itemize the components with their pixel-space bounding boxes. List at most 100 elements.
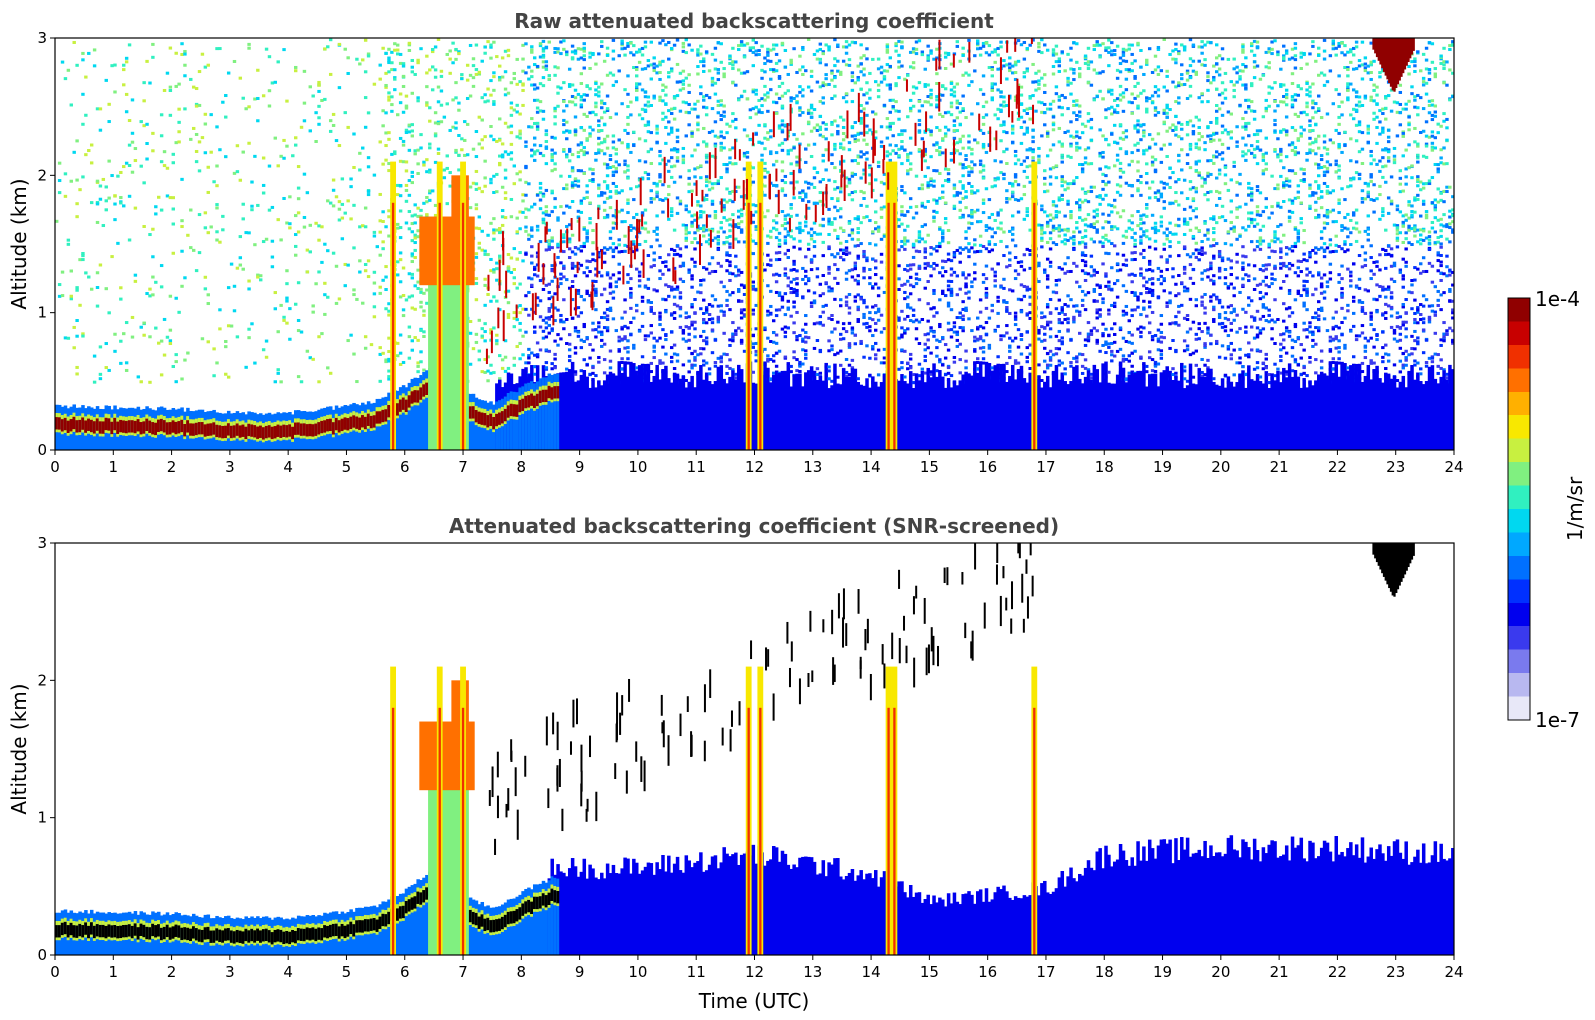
noise-cell [279,154,283,158]
noise-cell [180,53,184,57]
noise-cell [801,296,805,300]
noise-cell [221,214,225,218]
noise-cell [897,133,901,137]
noise-cell [865,57,869,61]
noise-cell [623,128,627,132]
noise-cell [783,292,788,296]
noise-cell [844,240,849,244]
noise-cell [696,51,700,55]
noise-cell [719,148,723,152]
noise-cell [398,184,403,187]
noise-cell [550,305,554,309]
noise-cell [713,142,718,146]
noise-cell [783,48,788,52]
noise-cell [643,123,648,127]
noise-cell [798,195,802,199]
noise-cell [524,225,528,229]
noise-cell [652,263,656,267]
noise-cell [515,286,519,290]
noise-cell [206,63,210,67]
noise-cell [565,155,569,159]
noise-cell [556,104,560,108]
bl-halo-cell [509,391,514,450]
noise-cell [713,236,718,240]
noise-cell [363,125,368,129]
noise-cell [690,277,694,281]
noise-cell [515,110,519,114]
noise-cell [579,311,584,315]
noise-cell [611,226,616,230]
noise-cell [532,273,537,277]
noise-cell [498,254,502,258]
noise-cell [174,296,178,300]
noise-cell [608,236,613,240]
noise-cell [795,288,799,292]
noise-cell [506,152,511,156]
noise-cell [594,88,598,92]
bl-core-cell [101,421,106,434]
noise-cell [786,362,790,366]
noise-cell [500,56,505,60]
bl-core-cell [358,417,362,430]
noise-cell [684,208,688,212]
noise-cell [410,214,414,218]
bl-core-cell [154,422,158,436]
noise-cell [702,64,706,68]
noise-cell [894,82,898,86]
noise-cell [139,120,143,124]
bl-halo-cell [404,387,409,450]
noise-cell [739,228,744,232]
noise-cell [428,170,432,174]
bl-core-cell [291,426,295,440]
noise-cell [661,210,665,214]
noise-cell [381,46,385,50]
noise-cell [524,252,528,256]
noise-cell [844,357,849,361]
bl-core-cell [372,415,377,428]
noise-cell [579,199,584,203]
noise-cell [809,154,814,158]
noise-cell [602,208,607,212]
noise-cell [906,361,910,365]
noise-cell [553,197,557,201]
noise-cell [541,53,546,57]
noise-cell [806,120,811,124]
noise-cell [658,71,662,75]
noise-cell [664,197,668,201]
noise-cell [273,380,277,384]
noise-cell [142,124,146,128]
noise-cell [57,294,62,298]
noise-cell [521,82,525,86]
noise-cell [410,70,414,74]
noise-cell [413,241,417,245]
noise-cell [378,192,382,196]
noise-cell [798,231,802,235]
noise-cell [221,228,225,232]
noise-cell [684,325,688,329]
noise-cell [489,56,493,60]
noise-cell [757,140,761,144]
noise-cell [401,64,406,68]
noise-cell [518,357,522,361]
noise-cell [871,285,875,289]
noise-cell [859,242,863,246]
noise-cell [550,155,554,159]
noise-cell [859,297,863,301]
noise-cell [664,264,668,268]
noise-cell [98,128,103,132]
noise-cell [658,60,662,64]
noise-cell [766,234,770,238]
noise-cell [189,208,193,212]
noise-cell [728,223,732,227]
noise-cell [206,293,210,297]
noise-cell [850,366,855,370]
noise-cell [839,162,843,166]
noise-cell [509,124,514,128]
noise-cell [180,219,184,223]
bl-core-cell [474,410,479,423]
noise-cell [468,185,473,189]
noise-cell [381,124,385,128]
noise-cell [174,51,178,55]
noise-cell [419,214,423,218]
noise-cell [238,263,243,267]
